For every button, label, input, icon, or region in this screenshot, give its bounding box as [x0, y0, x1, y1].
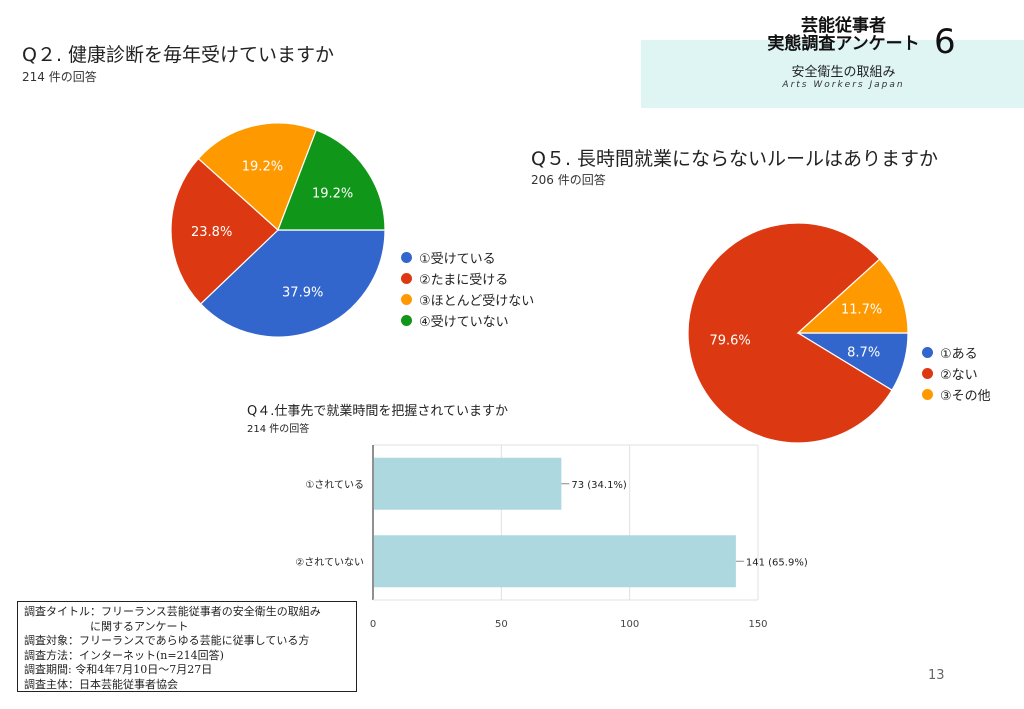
q5-slice-2	[687, 222, 893, 444]
survey-info-line-3: 調査対象：フリーランスであらゆる芸能に従事している方	[24, 634, 310, 647]
q2-legend: ①受けている ②たまに受ける ③ほとんど受けない ④受けていない	[401, 247, 534, 331]
q4-title: Q４.仕事先で就業時間を把握されていますか	[247, 404, 508, 419]
q4-category-label-2: ②されていない	[295, 556, 364, 568]
survey-info-line-1: 調査タイトル：フリーランス芸能従事者の安全衛生の取組み	[24, 605, 321, 618]
q2-title: Q２. 健康診断を毎年受けていますか	[22, 44, 335, 66]
brand-banner	[641, 40, 1024, 108]
q4-bar-chart: 0 50 100 150 ①されている 73 (34.1%) ②されていない 141 (65.…	[295, 444, 808, 630]
survey-info-line-2: に関するアンケート	[24, 619, 189, 633]
q5-legend-label-3: ③その他	[940, 389, 991, 404]
brand-title-line2: 実態調査アンケート	[767, 33, 920, 54]
q4-tick-label-100: 100	[620, 619, 639, 630]
q5-title: Q５. 長時間就業にならないルールはありますか	[531, 148, 939, 170]
q5-subtitle: 206 件の回答	[531, 173, 606, 187]
q5-legend-label-2: ②ない	[940, 368, 978, 383]
q5-legend: ①ある ②ない ③その他	[922, 342, 991, 405]
q2-legend-label-2: ②たまに受ける	[419, 273, 509, 288]
page-number: 13	[928, 668, 945, 683]
q2-legend-label-1: ①受けている	[419, 252, 496, 267]
q5-legend-label-1: ①ある	[940, 347, 978, 362]
q4-tick-label-150: 150	[748, 619, 767, 630]
q2-legend-label-3: ③ほとんど受けない	[419, 294, 535, 309]
q2-slice-label-3: 19.2%	[242, 160, 283, 175]
q2-subtitle: 214 件の回答	[22, 70, 97, 84]
q4-bar-1	[374, 457, 562, 510]
q4-value-label-1: 73 (34.1%)	[571, 480, 627, 491]
q2-legend-swatch-3	[401, 294, 412, 305]
q2-legend-item-2: ②たまに受ける	[401, 268, 534, 289]
q5-slice-label-3: 11.7%	[841, 302, 882, 317]
q2-slice-3	[197, 122, 318, 232]
q5-legend-item-3: ③その他	[922, 384, 991, 405]
q4-tick-label-50: 50	[495, 619, 508, 630]
q2-legend-item-1: ①受けている	[401, 247, 534, 268]
q2-legend-item-3: ③ほとんど受けない	[401, 289, 534, 310]
q2-slice-2	[170, 157, 279, 305]
survey-info-line-4: 調査方法：インターネット(n=214回答)	[24, 648, 224, 662]
brand-title-block: 芸能従事者 実態調査アンケート	[741, 16, 946, 54]
q5-legend-item-2: ②ない	[922, 363, 991, 384]
survey-info-line-6: 調査主体：日本芸能従事者協会	[24, 677, 178, 691]
brand-org: Arts Workers Japan	[782, 80, 905, 90]
q5-legend-swatch-1	[922, 347, 933, 358]
q2-legend-swatch-4	[401, 315, 412, 326]
q2-slice-label-4: 19.2%	[312, 186, 353, 201]
q4-bar-2	[374, 535, 736, 588]
q4-subtitle: 214 件の回答	[247, 424, 310, 435]
q5-pie-chart: 8.7% 79.6% 11.7%	[687, 222, 909, 444]
brand-issue-number: 6	[934, 22, 956, 62]
q2-slice-label-1: 37.9%	[282, 286, 323, 301]
q5-slice-3	[796, 258, 909, 334]
q5-slice-label-1: 8.7%	[847, 345, 880, 360]
q2-legend-item-4: ④受けていない	[401, 310, 534, 331]
q5-legend-swatch-2	[922, 368, 933, 379]
q2-slice-4	[277, 129, 386, 231]
q4-tick-label-0: 0	[370, 619, 376, 630]
q4-category-label-1: ①されている	[305, 479, 364, 491]
brand-title-line1: 芸能従事者	[801, 16, 886, 36]
q5-legend-swatch-3	[922, 389, 933, 400]
q2-legend-swatch-2	[401, 273, 412, 284]
q5-slice-label-2: 79.6%	[709, 333, 750, 348]
q2-legend-label-4: ④受けていない	[419, 315, 509, 330]
survey-info-box: 調査タイトル：フリーランス芸能従事者の安全衛生の取組み に関するアンケート 調査対…	[17, 601, 357, 692]
q2-slice-1	[199, 229, 386, 338]
q2-slice-label-2: 23.8%	[191, 225, 232, 240]
brand-subtitle: 安全衛生の取組み	[791, 65, 896, 80]
q2-legend-swatch-1	[401, 252, 412, 263]
q4-value-label-2: 141 (65.9%)	[746, 557, 808, 568]
q2-pie-chart: 37.9% 23.8% 19.2% 19.2%	[170, 122, 386, 338]
survey-info-line-5: 調査期間: 令和4年7月10日〜7月27日	[24, 663, 213, 676]
q5-legend-item-1: ①ある	[922, 342, 991, 363]
